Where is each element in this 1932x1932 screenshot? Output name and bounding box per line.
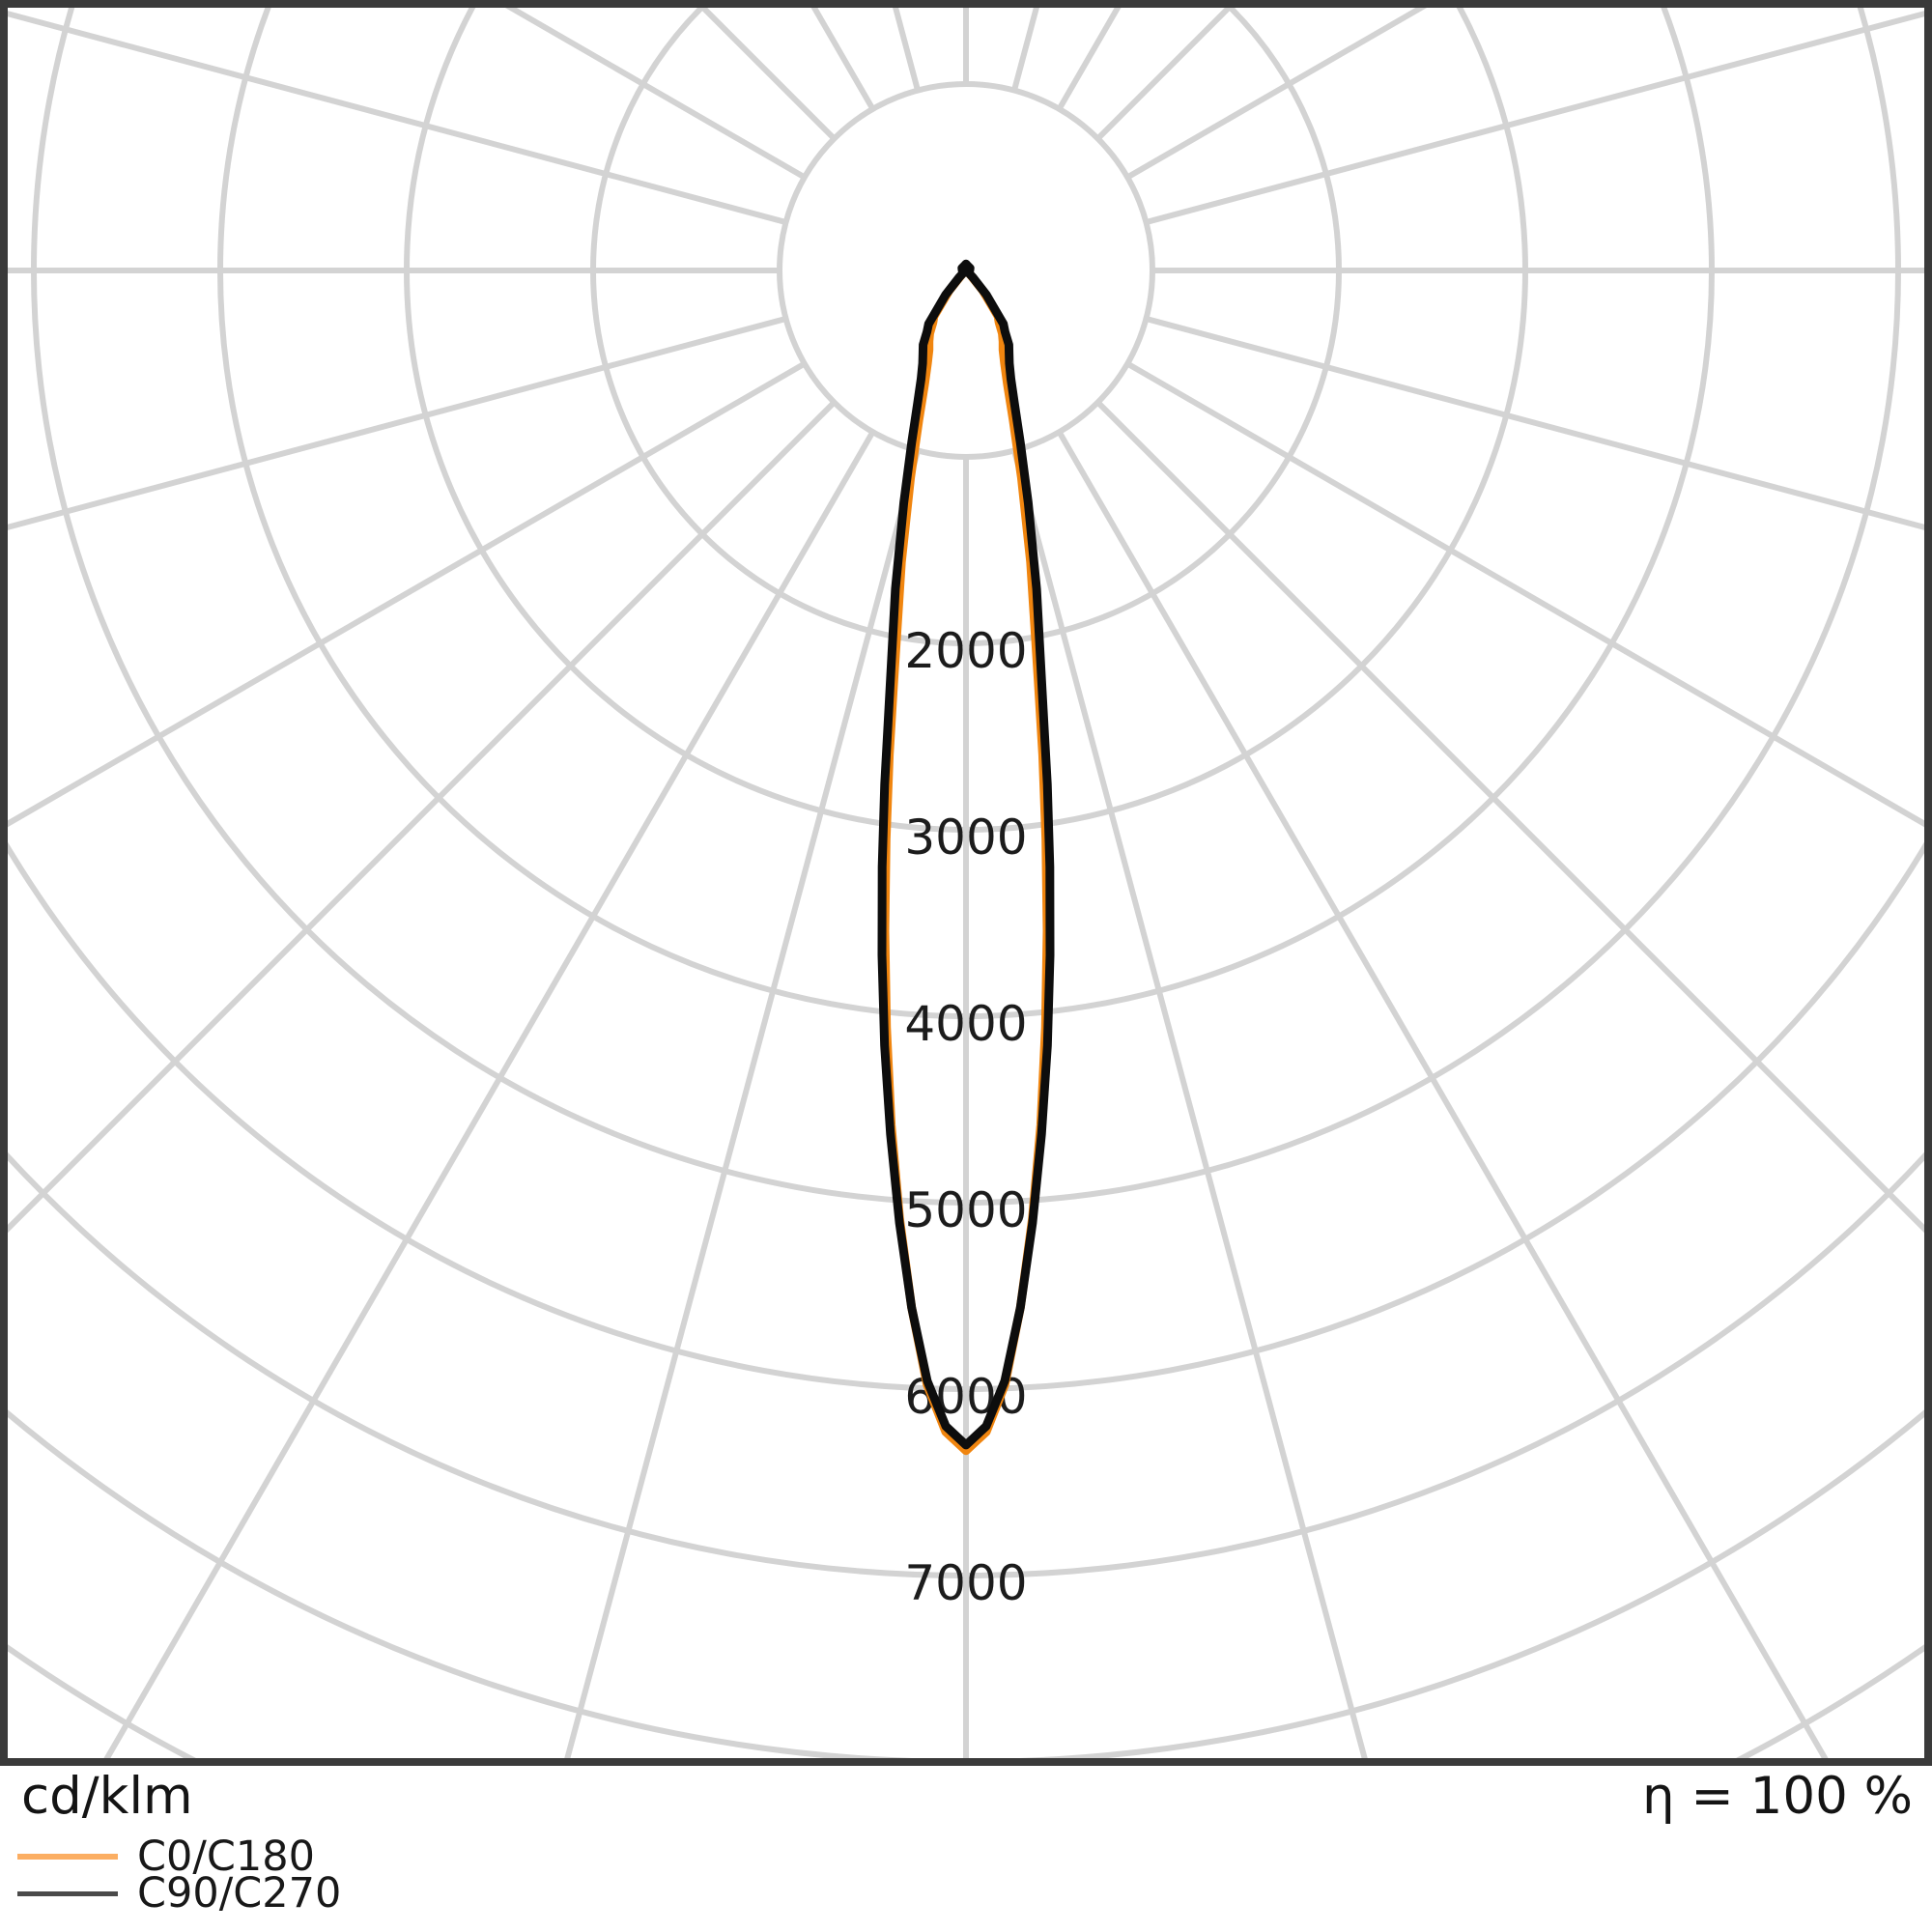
radial-tick-label: 4000 xyxy=(904,996,1027,1052)
curve-c90-c270 xyxy=(877,259,1055,1450)
legend-label: C0/C180 xyxy=(137,1832,315,1881)
grid-spoke xyxy=(1011,449,1368,1758)
grid-spoke xyxy=(1125,360,1924,828)
legend-item-c0-c180: C0/C180 xyxy=(17,1832,341,1881)
grid-spoke xyxy=(698,8,837,141)
grid-spoke xyxy=(1095,8,1234,141)
legend: C0/C180 C90/C270 xyxy=(17,1832,342,1918)
legend-line-swatch-dark xyxy=(17,1890,118,1896)
grid-spoke xyxy=(1095,400,1924,1234)
grid-spoke xyxy=(1145,316,1924,530)
legend-item-c90-c270: C90/C270 xyxy=(17,1868,342,1918)
grid-spoke xyxy=(8,360,807,828)
grid-spoke xyxy=(8,400,837,1234)
efficiency-label: η = 100 % xyxy=(1641,1767,1913,1826)
grid-spoke xyxy=(8,316,787,530)
grid-spoke xyxy=(103,430,876,1758)
grid-spoke xyxy=(1056,430,1829,1758)
units-label: cd/klm xyxy=(21,1767,193,1826)
grid-spoke xyxy=(8,11,787,225)
legend-label: C90/C270 xyxy=(137,1868,342,1918)
radial-tick-label: 2000 xyxy=(904,623,1027,679)
plot-frame xyxy=(0,0,1932,1766)
intensity-curves xyxy=(877,259,1055,1456)
grid-spoke xyxy=(564,449,921,1758)
grid-spoke xyxy=(1011,8,1039,92)
radial-tick-label: 3000 xyxy=(904,810,1027,866)
grid-spoke xyxy=(1145,11,1924,225)
radial-tick-label: 5000 xyxy=(904,1182,1027,1238)
legend-line-swatch-orange xyxy=(17,1854,118,1860)
radial-tick-label: 7000 xyxy=(904,1555,1027,1611)
grid-spoke xyxy=(893,8,921,92)
